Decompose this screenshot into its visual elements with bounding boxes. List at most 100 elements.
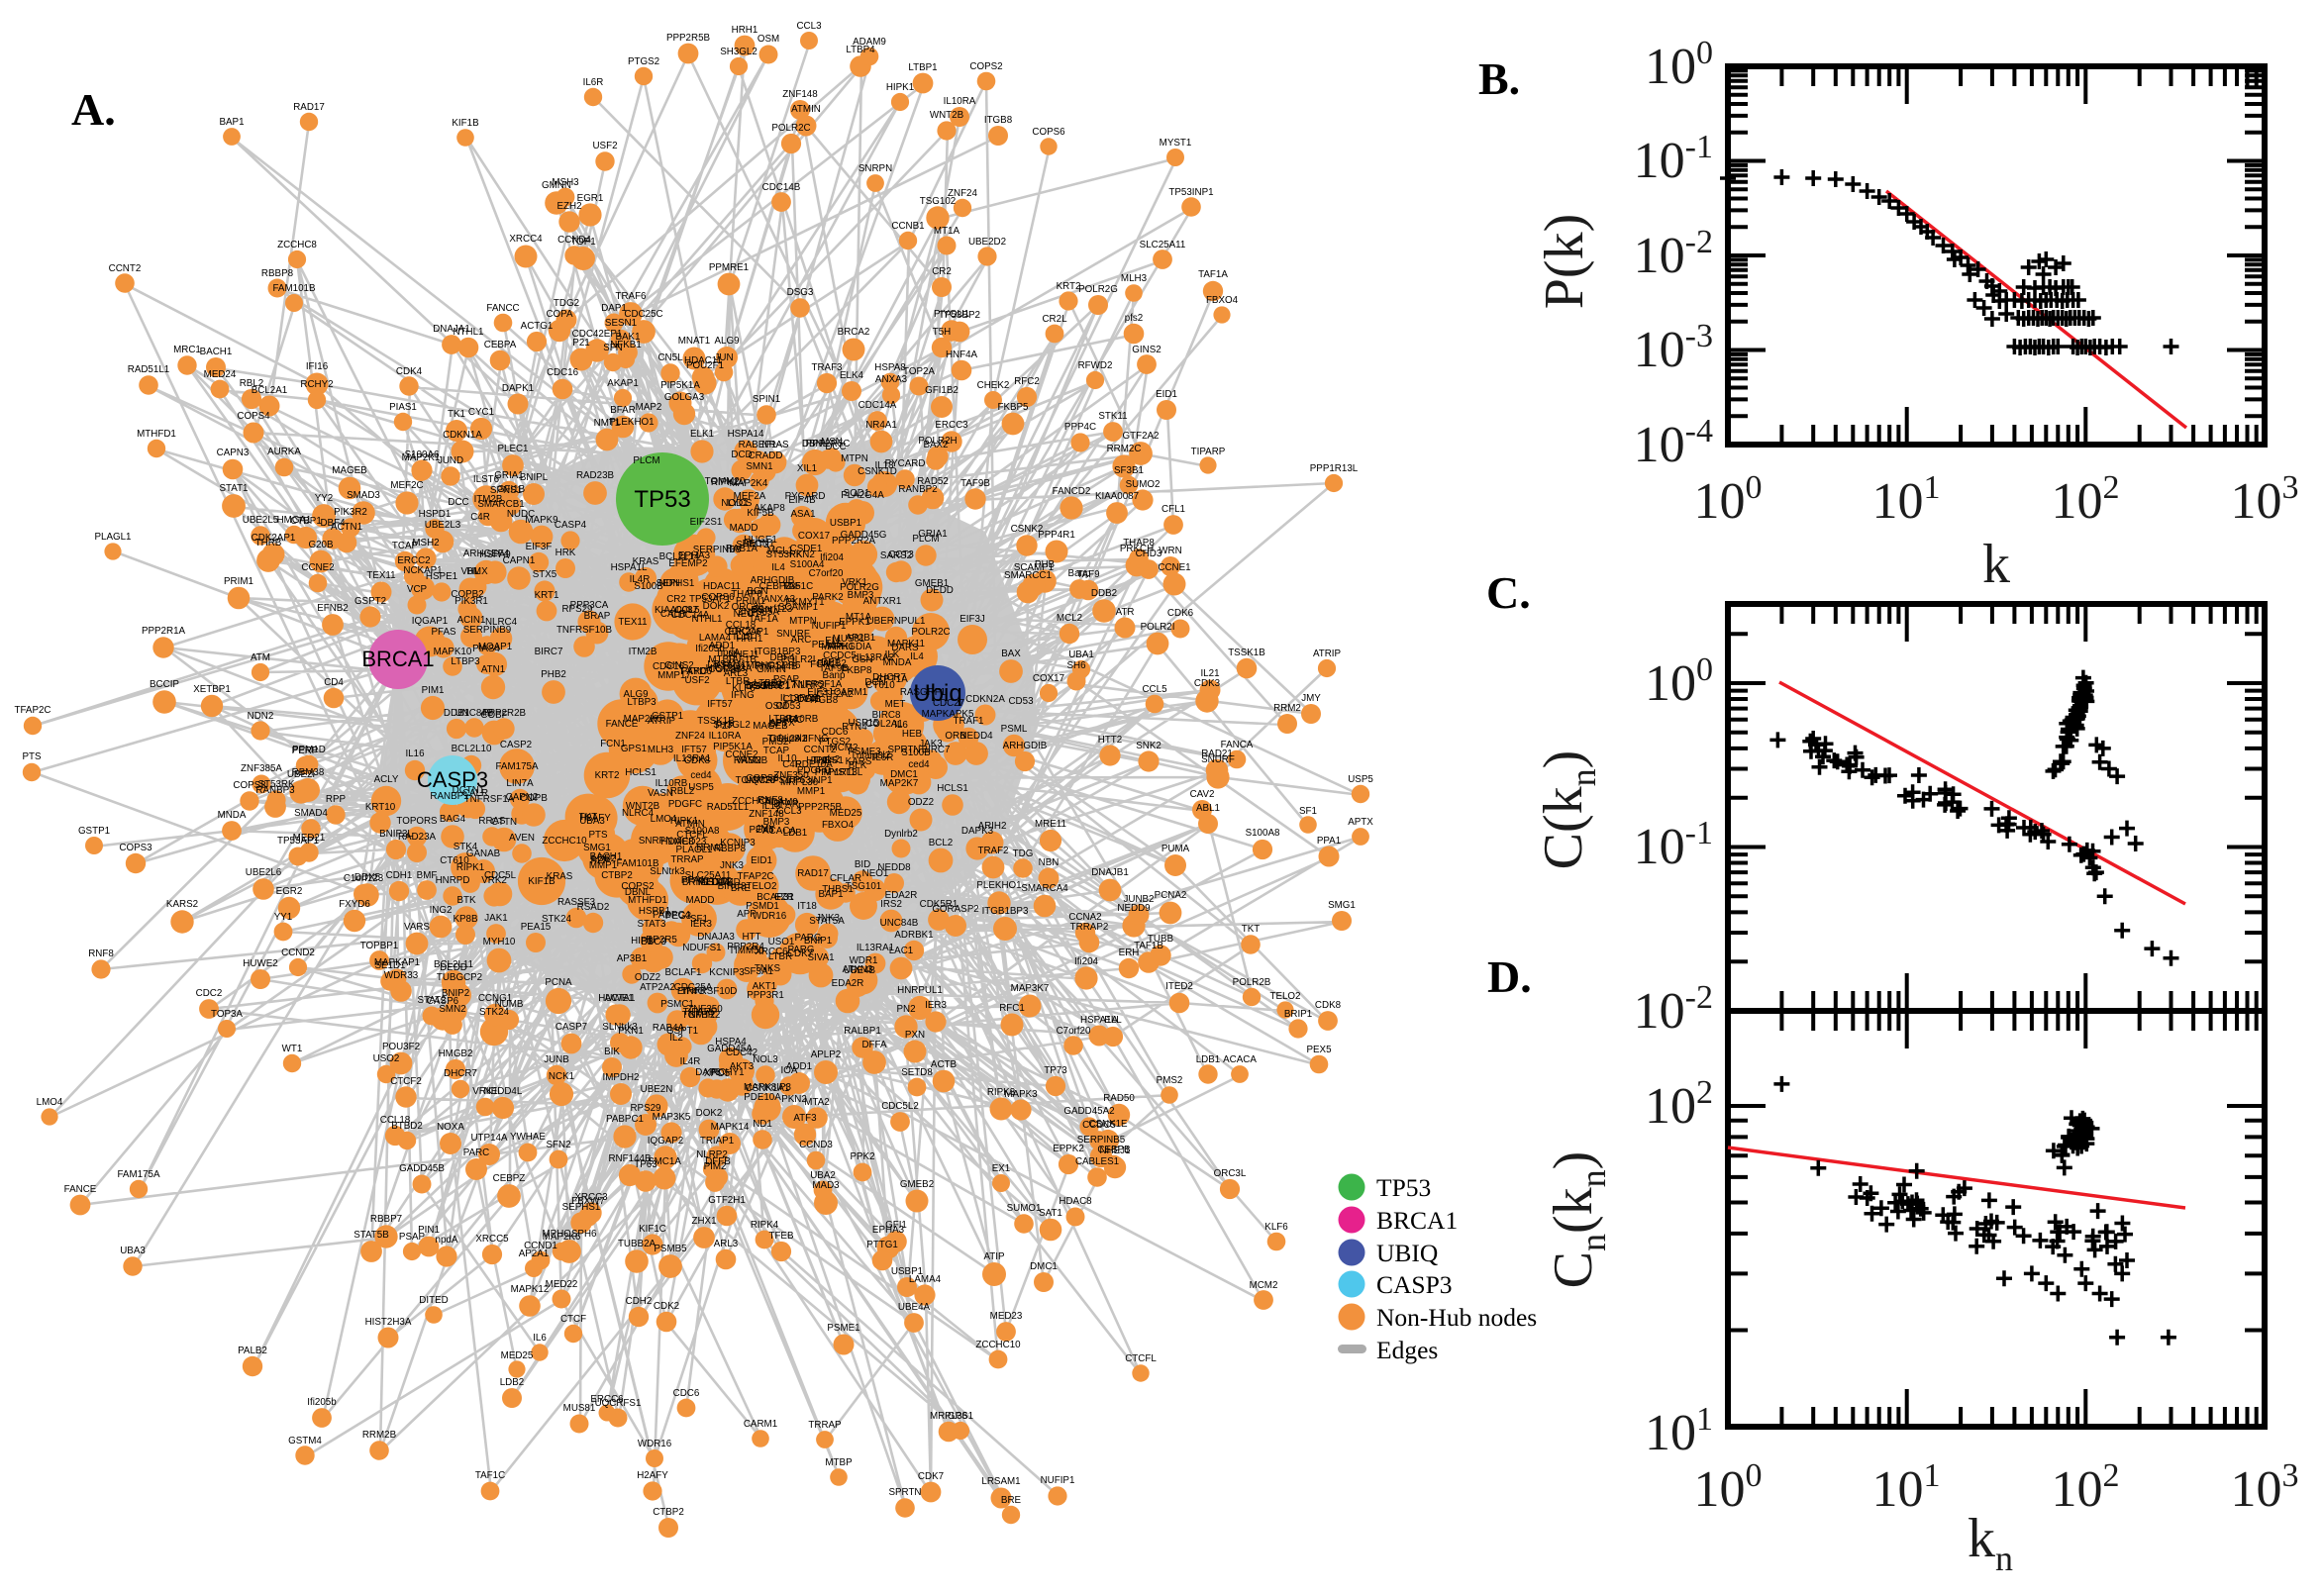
svg-text:Banp: Banp (823, 670, 846, 681)
svg-text:BBC3: BBC3 (641, 937, 666, 948)
svg-text:UBA3: UBA3 (579, 816, 605, 827)
svg-text:SUMO2: SUMO2 (1126, 479, 1161, 490)
svg-text:UBE2L5: UBE2L5 (243, 515, 279, 526)
svg-text:VASN: VASN (648, 788, 673, 799)
svg-text:HUGE1: HUGE1 (744, 535, 777, 546)
svg-text:PPM1D: PPM1D (292, 745, 326, 755)
svg-text:DAPK3: DAPK3 (961, 826, 994, 837)
svg-text:CASP4: CASP4 (555, 520, 587, 531)
svg-text:STAT3: STAT3 (637, 919, 666, 930)
svg-text:DCN: DCN (797, 694, 818, 705)
svg-text:KIF1B: KIF1B (528, 876, 556, 887)
svg-text:CN5L: CN5L (657, 352, 683, 363)
svg-text:MAPKAP1: MAPKAP1 (374, 957, 420, 968)
svg-text:RAD17: RAD17 (797, 868, 829, 879)
svg-text:CCNA2: CCNA2 (1068, 912, 1101, 923)
svg-text:IOA: IOA (781, 1065, 798, 1076)
svg-text:PPP3CA: PPP3CA (570, 600, 609, 611)
svg-text:RIPK4: RIPK4 (751, 1220, 779, 1231)
svg-text:ORC3L: ORC3L (732, 602, 764, 613)
svg-text:pfs2: pfs2 (1125, 313, 1144, 324)
svg-text:ATR: ATR (1116, 607, 1135, 618)
svg-text:DOK2: DOK2 (703, 601, 730, 612)
svg-text:UBE2L6: UBE2L6 (246, 867, 282, 878)
svg-text:ARHGEF4: ARHGEF4 (463, 549, 510, 559)
svg-text:USF2: USF2 (592, 141, 617, 151)
svg-text:PTGS2: PTGS2 (628, 56, 659, 67)
svg-text:PCNA2: PCNA2 (1155, 890, 1187, 901)
svg-text:Edges: Edges (1376, 1336, 1438, 1364)
svg-text:STX5: STX5 (533, 569, 557, 580)
svg-text:COPS8: COPS8 (708, 664, 742, 675)
svg-text:DDX5: DDX5 (354, 872, 381, 883)
svg-text:RAD51L1: RAD51L1 (128, 364, 169, 375)
svg-text:CDH2: CDH2 (626, 1296, 653, 1307)
svg-text:DMC1: DMC1 (890, 769, 918, 780)
svg-text:COPB: COPB (520, 793, 548, 804)
svg-text:IL6: IL6 (533, 1333, 547, 1344)
svg-text:CASP6: CASP6 (427, 996, 459, 1007)
svg-text:POLR2B: POLR2B (745, 680, 783, 691)
svg-text:APLP2: APLP2 (811, 1049, 842, 1060)
svg-text:T5H: T5H (933, 327, 952, 338)
svg-text:TFAP2C: TFAP2C (737, 871, 773, 882)
svg-text:H2AFY: H2AFY (637, 1470, 668, 1481)
svg-text:ZCCHC8: ZCCHC8 (277, 240, 317, 250)
svg-text:IL6R: IL6R (873, 752, 894, 763)
svg-text:GADD45B: GADD45B (399, 1163, 445, 1174)
svg-text:RNF144B: RNF144B (608, 1153, 651, 1164)
svg-text:GSPT2: GSPT2 (354, 596, 386, 607)
svg-text:LTBR: LTBR (768, 951, 792, 962)
svg-text:MEF2C: MEF2C (390, 480, 423, 491)
svg-text:CDK5R1: CDK5R1 (920, 899, 959, 910)
svg-text:PUMA: PUMA (1162, 844, 1190, 854)
svg-text:RRM2C: RRM2C (1107, 444, 1142, 454)
svg-text:SF1: SF1 (690, 914, 708, 925)
svg-text:MED22: MED22 (546, 1279, 578, 1290)
svg-text:MCM2: MCM2 (830, 743, 858, 753)
svg-text:HIST2H3A: HIST2H3A (365, 1317, 412, 1328)
svg-text:KRT1: KRT1 (535, 590, 559, 601)
svg-text:BTK: BTK (456, 895, 476, 906)
svg-text:MED25: MED25 (501, 1350, 534, 1361)
svg-text:DEDD: DEDD (926, 585, 954, 596)
svg-text:COPS6: COPS6 (1032, 127, 1065, 138)
svg-text:CPT1A: CPT1A (876, 674, 908, 685)
svg-text:PSMC1: PSMC1 (660, 999, 694, 1010)
svg-text:VARS: VARS (404, 922, 430, 933)
svg-text:CCL3: CCL3 (776, 806, 802, 817)
svg-text:LDB2: LDB2 (500, 1377, 525, 1388)
svg-text:PLEC1: PLEC1 (497, 444, 528, 454)
svg-text:SMAD4: SMAD4 (294, 808, 328, 819)
svg-text:AKT3: AKT3 (730, 1061, 755, 1072)
svg-text:PARC: PARC (681, 666, 708, 677)
svg-text:IQGAP2: IQGAP2 (648, 1136, 683, 1147)
svg-text:THRB: THRB (255, 538, 282, 549)
svg-text:MT1A: MT1A (846, 612, 872, 623)
svg-text:LMO4: LMO4 (651, 814, 677, 825)
svg-text:PTS: PTS (22, 751, 42, 762)
svg-text:Non-Hub nodes: Non-Hub nodes (1376, 1303, 1537, 1332)
svg-text:USO1: USO1 (768, 937, 795, 948)
svg-text:SERPINB5: SERPINB5 (1077, 1135, 1126, 1146)
svg-text:DAP1: DAP1 (601, 303, 627, 314)
svg-text:BCL2: BCL2 (929, 838, 954, 848)
svg-text:COL2A1: COL2A1 (769, 734, 807, 745)
svg-text:STAT5A: STAT5A (809, 916, 845, 927)
svg-text:RAD23A: RAD23A (398, 832, 437, 843)
svg-text:SOD1: SOD1 (844, 488, 870, 499)
svg-text:MAP2K6: MAP2K6 (624, 714, 662, 725)
svg-text:ARC: ARC (783, 715, 804, 726)
svg-text:ITM2B: ITM2B (474, 494, 503, 505)
svg-text:PZP: PZP (590, 855, 610, 866)
svg-text:TP53: TP53 (634, 486, 690, 513)
svg-text:DITED: DITED (419, 1295, 448, 1306)
svg-text:PERP: PERP (292, 746, 319, 756)
svg-text:ITGB8: ITGB8 (810, 695, 839, 706)
svg-text:GSN: GSN (852, 654, 872, 665)
svg-text:HRH1: HRH1 (732, 25, 758, 36)
svg-text:P21: P21 (572, 338, 589, 349)
svg-text:PSAP: PSAP (773, 674, 800, 685)
svg-text:CCNT2: CCNT2 (804, 745, 837, 755)
svg-text:MAP3K5: MAP3K5 (653, 1112, 691, 1123)
